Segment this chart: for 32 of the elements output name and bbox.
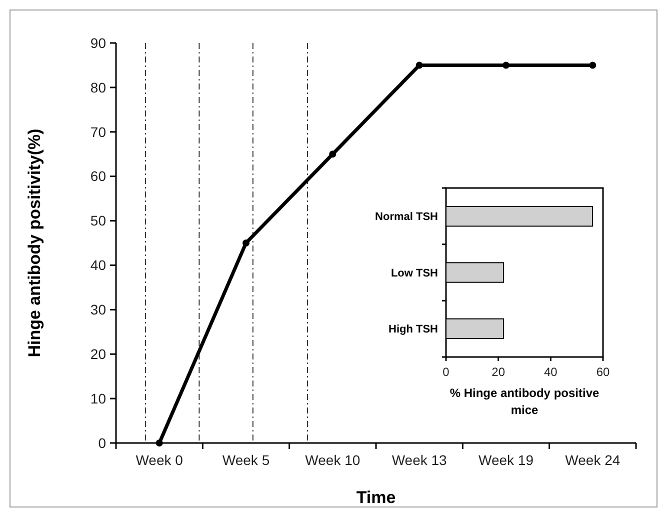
- y-tick-label: 50: [90, 212, 106, 229]
- point: [242, 240, 250, 246]
- x-tick-label: Week 24: [565, 452, 620, 468]
- x-tick-label: Week 10: [305, 452, 360, 468]
- x-tick-label: 0: [442, 365, 450, 379]
- y-tick-label: 80: [90, 79, 106, 96]
- y-tick-label: High TSH: [388, 323, 438, 336]
- x-tick-label: 60: [596, 365, 610, 379]
- x-axis-title: % Hinge antibody positive mice: [450, 386, 600, 417]
- x-tick-label: Week 5: [222, 452, 270, 468]
- y-tick-label: 40: [90, 257, 106, 274]
- y-tick-label: 20: [90, 346, 106, 362]
- x-tick-label: Week 13: [392, 452, 448, 468]
- y-axis-title: Hinge antibody positivity(%): [25, 128, 44, 358]
- y-tick-label: 0: [98, 434, 106, 451]
- x-tick-label: 20: [492, 365, 506, 379]
- y-tick-label: 10: [90, 390, 106, 406]
- point: [416, 62, 423, 69]
- y-tick-label: 70: [90, 124, 106, 140]
- x-tick-label: 40: [544, 365, 558, 379]
- x-tick-label: Week 19: [478, 452, 534, 468]
- y-tick-label: 30: [90, 302, 106, 318]
- y-tick-label: Normal TSH: [375, 211, 438, 224]
- point: [589, 62, 596, 69]
- x-tick-label: Week 0: [136, 452, 184, 468]
- point: [156, 440, 163, 446]
- point: [502, 62, 510, 69]
- y-tick-label: 60: [90, 168, 106, 184]
- point: [329, 150, 336, 158]
- y-tick-label: Low TSH: [390, 267, 438, 280]
- y-tick-label: 90: [90, 34, 106, 51]
- x-axis-title: Time: [356, 488, 396, 507]
